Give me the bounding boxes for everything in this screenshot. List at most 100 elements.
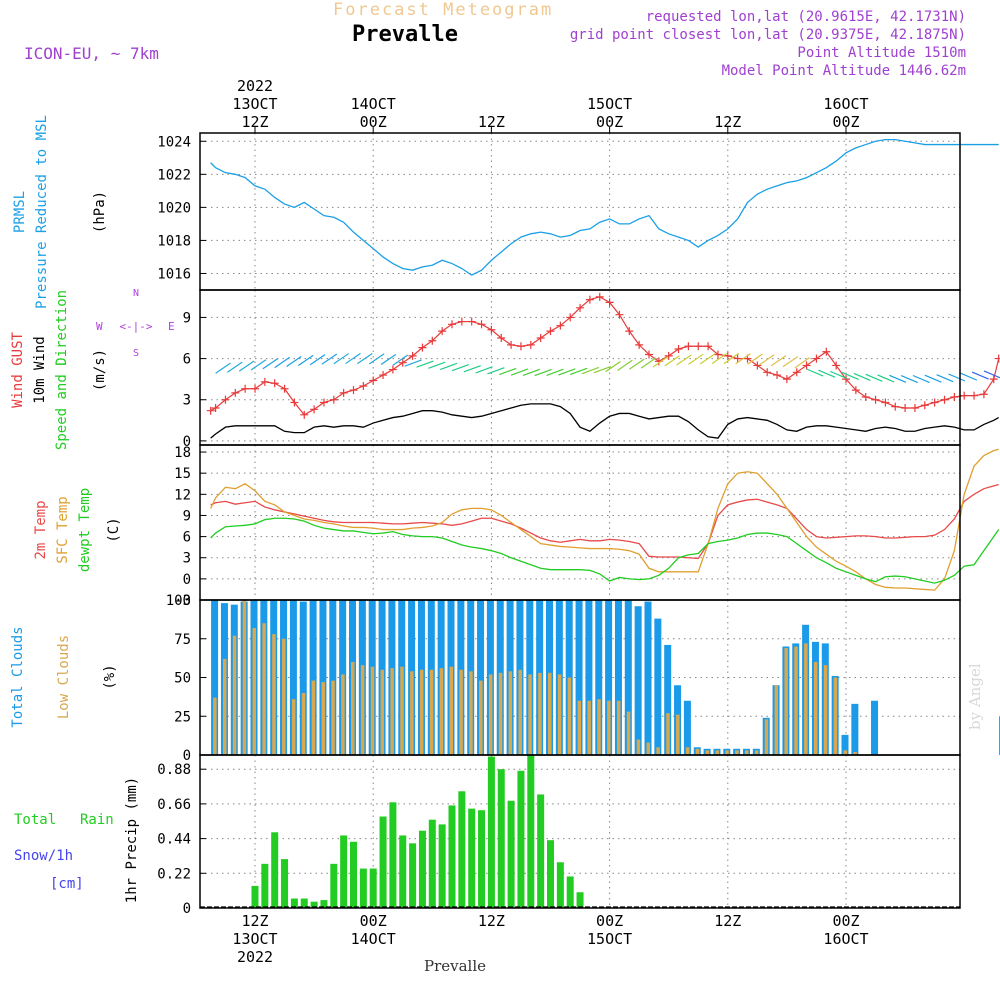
- low-cloud-bar: [518, 669, 522, 755]
- wind-direction-arrow: [711, 352, 728, 365]
- gust-marker: [871, 395, 880, 404]
- rain-bar: [438, 824, 446, 908]
- pressure-unit: (hPa): [92, 191, 108, 233]
- gust-marker: [704, 342, 713, 351]
- gust-marker: [615, 310, 624, 319]
- gust-marker: [536, 334, 545, 343]
- gust-marker: [438, 327, 447, 336]
- low-cloud-bar: [508, 671, 513, 755]
- gust-marker: [960, 391, 969, 400]
- wind-direction-arrow: [215, 362, 231, 374]
- gust-marker: [526, 340, 535, 349]
- wind-gust-line: [210, 296, 1000, 416]
- y-tick-label-wind-1: 3: [183, 393, 191, 409]
- low-cloud-bar: [725, 750, 729, 755]
- wind-speed-line: [210, 403, 999, 439]
- compass-s: S: [133, 348, 139, 359]
- wind-direction-arrow: [617, 359, 633, 371]
- rain-bar: [537, 794, 545, 908]
- rain-bar: [379, 816, 387, 908]
- low-cloud-bar: [646, 742, 650, 755]
- low-clouds-label: Low Clouds: [56, 635, 72, 719]
- low-cloud-bar: [311, 680, 316, 755]
- wind-direction-arrow: [841, 371, 859, 381]
- y-tick-label-clouds-1: 25: [174, 709, 191, 725]
- gust-marker: [792, 368, 801, 377]
- y-tick-label-temp-5: 12: [174, 487, 191, 503]
- total-cloud-bar: [309, 600, 317, 755]
- gust-marker: [388, 365, 397, 374]
- low-cloud-bar: [577, 700, 582, 755]
- low-cloud-bar: [833, 677, 838, 755]
- wind-direction-arrow: [487, 367, 505, 375]
- rain-bar: [418, 830, 426, 908]
- panel-frame-precip: [199, 754, 961, 909]
- total-cloud-bar: [634, 606, 642, 755]
- y-tick-label-precip-4: 0.88: [157, 762, 191, 778]
- gust-marker: [231, 388, 240, 397]
- wind-direction-arrow: [392, 354, 409, 366]
- gust-marker: [822, 347, 831, 356]
- rain-label: Rain: [80, 812, 114, 828]
- total-cloud-bar: [575, 600, 583, 755]
- wind-direction-arrow: [439, 362, 458, 371]
- wind-direction-arrow: [960, 372, 978, 381]
- gust-marker: [448, 320, 456, 329]
- low-cloud-bar: [774, 685, 779, 755]
- gust-marker: [379, 371, 388, 380]
- low-cloud-bar: [419, 669, 424, 755]
- wind-direction-arrow: [569, 367, 588, 376]
- rain-bar: [290, 898, 298, 908]
- wind-direction-arrow: [652, 356, 669, 368]
- low-cloud-bar: [341, 674, 345, 755]
- low-cloud-bar: [587, 700, 591, 755]
- wind-direction-arrow: [758, 354, 775, 366]
- rain-bar: [547, 840, 554, 908]
- bottom-time-label-5: 16OCT: [823, 930, 868, 948]
- snow-unit-label: [cm]: [50, 876, 84, 892]
- sfc-temp-line: [210, 448, 999, 591]
- gust-marker: [881, 398, 890, 407]
- low-cloud-bar: [557, 674, 562, 755]
- wind-direction-arrow: [416, 360, 434, 368]
- low-cloud-bar: [853, 751, 857, 755]
- dewpt-temp-line: [210, 517, 1000, 584]
- compass-arrows: <-|->: [119, 320, 152, 333]
- total-cloud-bar: [624, 600, 632, 755]
- temp-2m-line: [210, 483, 999, 560]
- gust-marker: [713, 350, 722, 359]
- top-time-label-0: 13OCT: [232, 95, 277, 113]
- rain-bar: [428, 819, 436, 908]
- low-cloud-bar: [291, 699, 296, 755]
- top-time-label-1: 14OCT: [351, 95, 396, 113]
- gust-marker: [428, 336, 437, 345]
- low-cloud-bar: [715, 750, 719, 755]
- gust-marker: [251, 384, 259, 393]
- y-tick-label-pressure-4: 1024: [157, 134, 191, 150]
- gust-marker: [605, 298, 614, 307]
- location-title: Prevalle: [352, 22, 458, 47]
- y-tick-label-wind-3: 9: [183, 310, 191, 326]
- low-cloud-bar: [626, 711, 631, 755]
- total-label: Total: [14, 812, 56, 828]
- y-tick-label-temp-1: 0: [183, 572, 191, 588]
- low-cloud-bar: [823, 665, 828, 755]
- y-tick-label-pressure-2: 1020: [157, 200, 191, 216]
- y-tick-label-temp-0: -3: [174, 593, 191, 609]
- gust-marker: [930, 398, 939, 407]
- top-time-label-2: 12Z: [478, 113, 505, 131]
- gust-marker: [832, 361, 841, 370]
- total-cloud-bar: [595, 600, 603, 755]
- low-cloud-bar: [469, 671, 473, 755]
- footer-location: Prevalle: [424, 957, 487, 975]
- gust-marker: [994, 354, 1000, 363]
- gust-marker: [802, 361, 811, 370]
- bottom-time-label-0: 12Z: [241, 912, 268, 930]
- wind-direction-arrow: [499, 367, 517, 376]
- gust-marker: [206, 406, 215, 415]
- total-cloud-bar: [605, 600, 613, 755]
- gust-marker: [753, 361, 762, 370]
- gust-marker: [901, 403, 910, 412]
- y-tick-label-clouds-2: 50: [174, 671, 191, 687]
- wind-direction-arrow: [558, 368, 576, 376]
